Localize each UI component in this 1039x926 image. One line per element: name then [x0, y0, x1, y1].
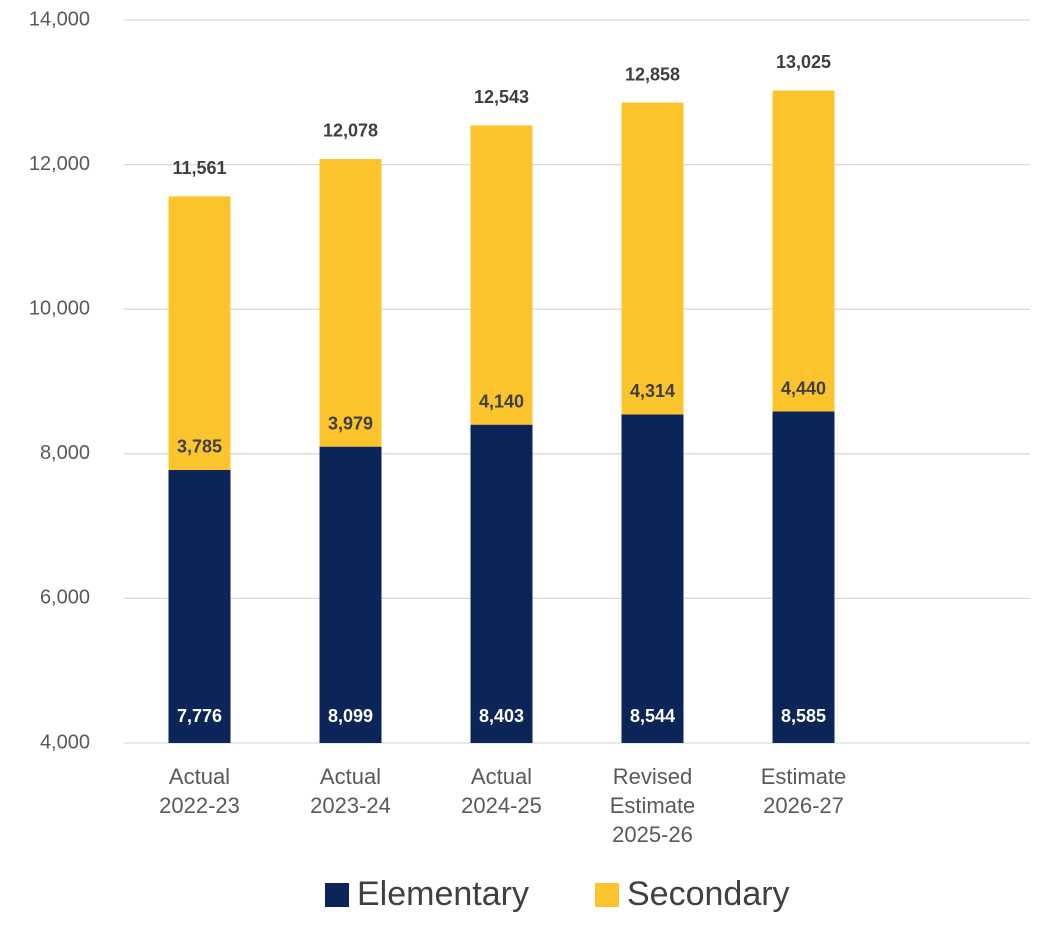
data-label: 3,979	[328, 413, 373, 433]
y-tick-label: 10,000	[29, 297, 90, 319]
y-tick-label: 14,000	[29, 8, 90, 30]
data-label: 8,403	[479, 706, 524, 726]
data-label: 4,140	[479, 391, 524, 411]
data-label: 8,544	[630, 706, 675, 726]
data-label: 8,585	[781, 706, 826, 726]
x-tick-label: 2024-25	[461, 793, 542, 818]
bar-segment	[319, 446, 382, 743]
bar-segment	[621, 102, 684, 415]
bar-segment	[470, 125, 533, 425]
legend-label: Secondary	[627, 875, 790, 913]
x-tick-label: Actual	[169, 764, 230, 789]
bar-segment	[319, 158, 382, 447]
x-tick-label: 2025-26	[612, 822, 693, 847]
y-tick-label: 4,000	[40, 731, 90, 753]
data-label: 3,785	[177, 437, 222, 457]
bar-segment	[168, 196, 231, 470]
x-tick-label: 2023-24	[310, 793, 391, 818]
x-tick-label: Estimate	[761, 764, 847, 789]
y-tick-label: 6,000	[40, 587, 90, 609]
total-label: 12,078	[323, 121, 378, 141]
data-label: 4,314	[630, 381, 675, 401]
x-tick-label: Actual	[320, 764, 381, 789]
total-label: 13,025	[776, 52, 831, 72]
bar-segment	[168, 469, 231, 743]
total-label: 12,858	[625, 64, 680, 84]
total-label: 12,543	[474, 87, 529, 107]
legend-swatch	[325, 883, 349, 907]
bar-segment	[621, 414, 684, 743]
x-tick-label: 2026-27	[763, 793, 844, 818]
total-label: 11,561	[172, 158, 226, 178]
y-tick-label: 8,000	[40, 442, 90, 464]
x-tick-label: 2022-23	[159, 793, 240, 818]
x-tick-label: Revised	[613, 764, 692, 789]
legend-swatch	[595, 883, 619, 907]
data-label: 8,099	[328, 706, 373, 726]
data-label: 7,776	[177, 706, 222, 726]
x-tick-label: Actual	[471, 764, 532, 789]
bar-segment	[772, 90, 835, 412]
bar-segment	[470, 424, 533, 743]
bar-segment	[772, 411, 835, 743]
data-label: 4,440	[781, 378, 826, 398]
y-tick-label: 12,000	[29, 153, 90, 175]
x-tick-label: Estimate	[610, 793, 696, 818]
legend-label: Elementary	[357, 875, 529, 913]
